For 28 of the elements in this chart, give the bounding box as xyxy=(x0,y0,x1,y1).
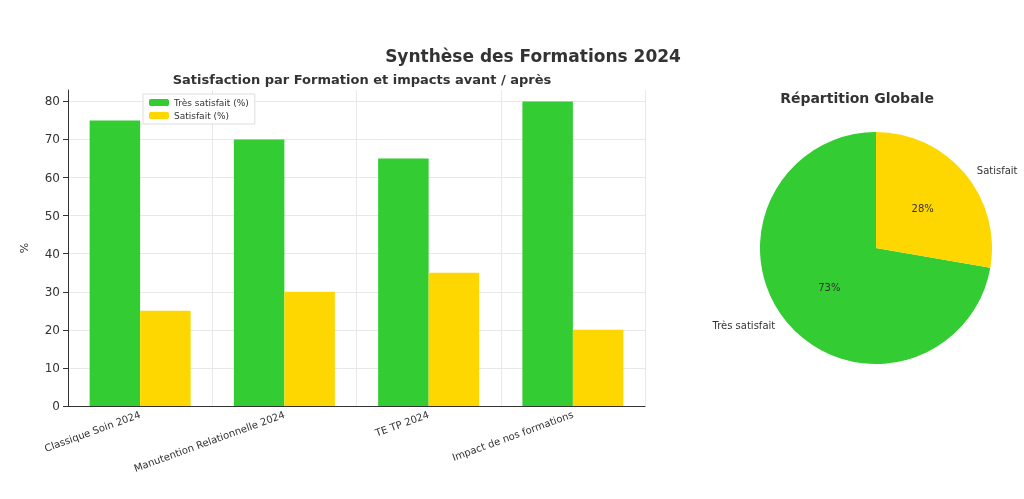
y-tick-label: 70 xyxy=(44,132,60,147)
y-tick-label: 80 xyxy=(44,94,60,109)
y-tick-label: 30 xyxy=(44,284,60,299)
bar xyxy=(522,101,573,406)
y-tick-label: 40 xyxy=(44,246,60,261)
bar xyxy=(284,291,335,406)
x-tick-label: TE TP 2024 xyxy=(372,408,431,439)
y-tick-label: 20 xyxy=(44,322,60,337)
slice-label: Satisfait xyxy=(976,165,1018,177)
bar xyxy=(428,272,480,406)
bar xyxy=(572,329,624,406)
legend-label: Très satisfait (%) xyxy=(173,97,249,108)
bar xyxy=(89,120,141,406)
y-tick-label: 0 xyxy=(52,399,60,413)
slice-label: Très satisfait xyxy=(711,319,776,331)
chart-subtitle: Satisfaction par Formation et impacts avant / après xyxy=(172,72,552,87)
bar xyxy=(140,310,191,406)
bar xyxy=(378,158,429,406)
data-label: 73% xyxy=(818,281,841,293)
chart-title: Synthèse des Formations 2024 xyxy=(385,45,682,66)
y-tick-label: 10 xyxy=(44,360,60,375)
legend-label: Satisfait (%) xyxy=(174,110,230,121)
chart-title: Répartition Globale xyxy=(780,90,934,106)
y-tick-label: 50 xyxy=(44,208,60,223)
bar xyxy=(233,139,285,406)
y-tick-label: 60 xyxy=(44,170,60,185)
data-label: 28% xyxy=(911,203,934,215)
y-axis-title: % xyxy=(18,242,31,254)
